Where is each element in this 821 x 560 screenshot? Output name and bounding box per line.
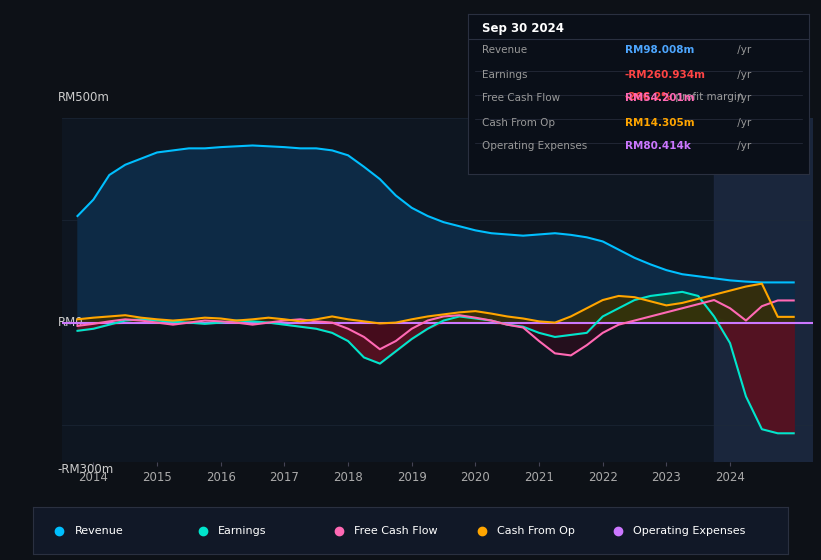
Text: Revenue: Revenue (482, 45, 527, 55)
Text: RM500m: RM500m (57, 91, 110, 104)
Text: -266.2%: -266.2% (625, 92, 672, 102)
Text: /yr: /yr (734, 142, 751, 151)
Text: Revenue: Revenue (75, 526, 123, 535)
Text: RM0: RM0 (57, 316, 84, 329)
Text: Operating Expenses: Operating Expenses (633, 526, 745, 535)
Text: -RM300m: -RM300m (57, 463, 114, 476)
Text: Cash From Op: Cash From Op (482, 118, 555, 128)
Text: profit margin: profit margin (672, 92, 744, 102)
Text: /yr: /yr (734, 69, 751, 80)
Text: /yr: /yr (734, 93, 751, 103)
Bar (714, 118, 813, 462)
Text: RM14.305m: RM14.305m (625, 118, 695, 128)
Text: Sep 30 2024: Sep 30 2024 (482, 22, 563, 35)
Text: RM98.008m: RM98.008m (625, 45, 694, 55)
Text: /yr: /yr (734, 118, 751, 128)
Text: Operating Expenses: Operating Expenses (482, 142, 587, 151)
Text: RM54.201m: RM54.201m (625, 93, 695, 103)
Text: Earnings: Earnings (482, 69, 527, 80)
Text: Cash From Op: Cash From Op (498, 526, 576, 535)
Text: RM80.414k: RM80.414k (625, 142, 690, 151)
Text: -RM260.934m: -RM260.934m (625, 69, 706, 80)
Text: /yr: /yr (734, 45, 751, 55)
Text: Free Cash Flow: Free Cash Flow (354, 526, 438, 535)
Text: Free Cash Flow: Free Cash Flow (482, 93, 560, 103)
Text: Earnings: Earnings (218, 526, 266, 535)
